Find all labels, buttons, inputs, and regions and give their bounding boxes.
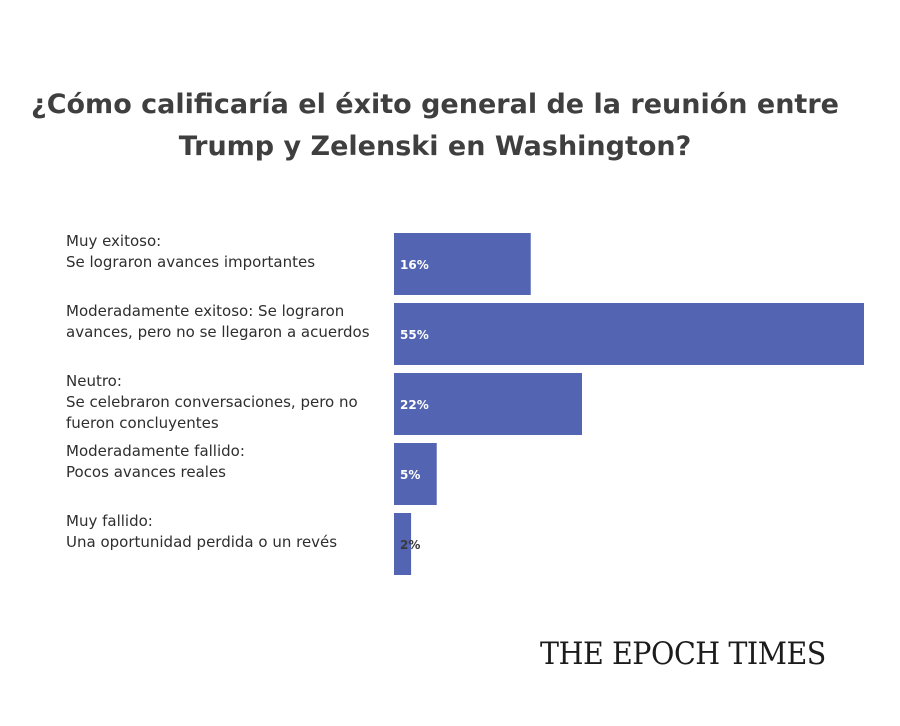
category-label-2: Moderadamente exitoso: Se lograron avance… <box>66 302 370 341</box>
chart-title-line-2: Trump y Zelenski en Washington? <box>178 131 692 162</box>
bar-value-label-2: 55% <box>400 328 429 342</box>
bar-4 <box>394 443 437 505</box>
category-label-5: Muy fallido: Una oportunidad perdida o un… <box>66 512 337 551</box>
category-label-1: Muy exitoso: Se lograron avances importan… <box>66 232 315 271</box>
bar-2 <box>394 303 864 365</box>
category-label-3: Neutro: Se celebraron conversaciones, per… <box>66 372 358 432</box>
bar-value-label-3: 22% <box>400 398 429 412</box>
chart-title-line-1: ¿Cómo calificaría el éxito general de la… <box>31 89 839 120</box>
bar-value-label-4: 5% <box>400 468 420 482</box>
bar-value-label-5: 2% <box>400 538 420 552</box>
bar-3 <box>394 373 582 435</box>
bar-5 <box>394 513 412 575</box>
bar-value-label-1: 16% <box>400 258 429 272</box>
epoch-times-logo: THE EPOCH TIMES <box>540 636 826 672</box>
bar-1 <box>394 233 531 295</box>
category-label-4: Moderadamente fallido: Pocos avances real… <box>66 442 245 481</box>
